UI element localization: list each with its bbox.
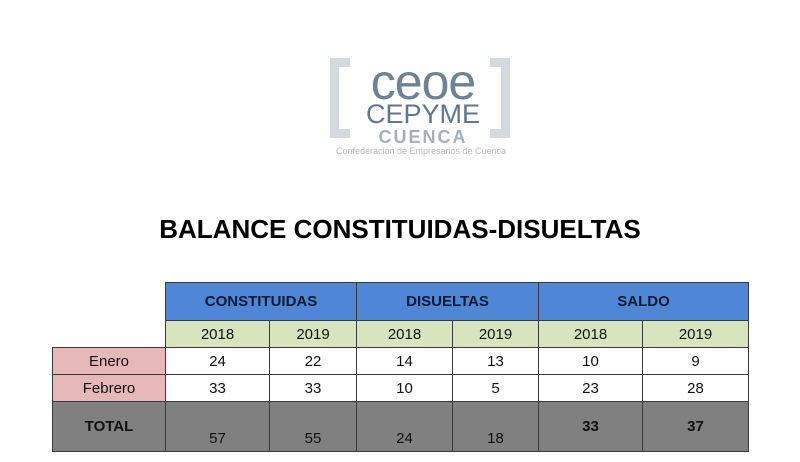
total-cell: 57 xyxy=(165,401,270,452)
logo-bracket-left xyxy=(330,58,350,138)
row-label: Enero xyxy=(52,347,166,375)
year-header: 2019 xyxy=(452,320,539,348)
total-cell: 18 xyxy=(452,401,539,452)
corner-cell xyxy=(53,283,166,321)
group-header-row: CONSTITUIDAS DISUELTAS SALDO xyxy=(53,282,749,321)
balance-table: CONSTITUIDAS DISUELTAS SALDO 2018 2019 2… xyxy=(52,282,749,452)
table-cell: 14 xyxy=(356,347,453,375)
table-row-enero: Enero 24 22 14 13 10 9 xyxy=(52,347,749,375)
year-header: 2019 xyxy=(642,320,749,348)
table-row-febrero: Febrero 33 33 10 5 23 28 xyxy=(52,374,749,402)
table-cell: 28 xyxy=(642,374,749,402)
table-cell: 23 xyxy=(538,374,643,402)
corner-cell xyxy=(53,321,166,348)
ceoe-cepyme-logo: ceoe CEPYME CUENCA Confederación de Empr… xyxy=(326,54,516,163)
header-saldo: SALDO xyxy=(538,282,749,321)
header-constituidas: CONSTITUIDAS xyxy=(165,282,357,321)
table-cell: 13 xyxy=(452,347,539,375)
year-header: 2018 xyxy=(356,320,453,348)
table-cell: 22 xyxy=(269,347,357,375)
total-cell: 24 xyxy=(356,401,453,452)
table-cell: 9 xyxy=(642,347,749,375)
table-cell: 24 xyxy=(165,347,270,375)
table-cell: 33 xyxy=(269,374,357,402)
logo-cepyme-text: CEPYME xyxy=(365,99,481,129)
header-disueltas: DISUELTAS xyxy=(356,282,539,321)
table-row-total: TOTAL 57 55 24 18 33 37 xyxy=(52,401,749,452)
table-cell: 10 xyxy=(356,374,453,402)
year-header-row: 2018 2019 2018 2019 2018 2019 xyxy=(53,320,749,348)
year-header: 2018 xyxy=(538,320,643,348)
row-label: Febrero xyxy=(52,374,166,402)
logo-ceoe-text: ceoe xyxy=(370,54,476,110)
table-cell: 10 xyxy=(538,347,643,375)
total-cell: 37 xyxy=(642,401,749,452)
logo-subtitle: Confederación de Empresarios de Cuenca xyxy=(335,146,507,156)
total-cell: 33 xyxy=(538,401,643,452)
total-cell: 55 xyxy=(269,401,357,452)
table-cell: 33 xyxy=(165,374,270,402)
page-title: BALANCE CONSTITUIDAS-DISUELTAS xyxy=(159,214,641,244)
logo-bracket-right xyxy=(490,58,510,138)
logo-cuenca-text: CUENCA xyxy=(378,127,468,147)
year-header: 2019 xyxy=(269,320,357,348)
total-label: TOTAL xyxy=(52,401,166,452)
table-cell: 5 xyxy=(452,374,539,402)
year-header: 2018 xyxy=(165,320,270,348)
